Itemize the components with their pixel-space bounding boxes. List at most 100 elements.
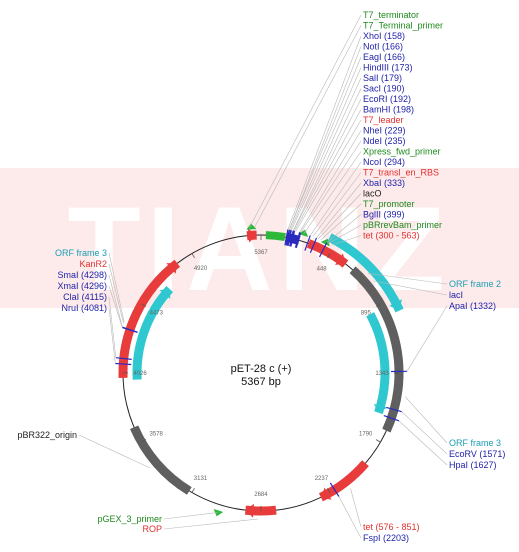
position-tick-1790 <box>375 439 381 443</box>
feature-label-noti-166: NotI (166) <box>363 42 403 52</box>
feature-arrowhead-3 <box>245 503 254 518</box>
feature-arrowhead-8 <box>389 299 402 311</box>
plasmid-size: 5367 bp <box>241 376 281 388</box>
feature-label-xmai-4296: XmaI (4296) <box>57 281 107 291</box>
feature-label-t7-leader: T7_leader <box>363 115 404 125</box>
feature-label-t7-promoter: T7_promoter <box>363 199 415 209</box>
position-tick-4473 <box>141 303 147 307</box>
feature-label-pgex-3-primer: pGEX_3_primer <box>97 514 162 524</box>
site-cut-mark-179 <box>287 230 292 246</box>
feature-label-nrui-4081: NruI (4081) <box>61 303 107 313</box>
leader-line-labels_right_low-0 <box>404 396 448 444</box>
feature-label-ecori-192: EcoRI (192) <box>363 94 411 104</box>
feature-label-apai-1332: ApaI (1332) <box>449 301 496 311</box>
leader-line-labels_right_top-15 <box>312 172 362 237</box>
position-label-5367: 5367 <box>254 250 268 256</box>
feature-arc-pbr322-origin-2 <box>129 425 192 495</box>
plasmid-name: pET-28 c (+) <box>231 363 292 375</box>
leader-line-labels_right_top-3 <box>288 46 362 230</box>
feature-label-fspi-2203: FspI (2203) <box>363 533 409 543</box>
feature-label-kanr2: KanR2 <box>79 259 107 269</box>
leader-line-labels_right_mid-0 <box>367 273 448 285</box>
leader-line-labels_right_top-7 <box>292 88 362 231</box>
leader-line-labels_left_top-1 <box>108 263 124 324</box>
feature-label-bamhi-198: BamHI (198) <box>363 105 414 115</box>
feature-label-ndei-235: NdeI (235) <box>363 136 406 146</box>
site-cut-mark-333 <box>309 237 318 253</box>
feature-label-smai-4298: SmaI (4298) <box>57 270 107 280</box>
leader-line-labels_bottom_right-1 <box>338 496 362 539</box>
leader-line-labels_right_mid-2 <box>406 305 448 372</box>
leader-line-labels_left_top-2 <box>108 274 123 328</box>
leader-line-labels_right_top-19 <box>326 214 362 243</box>
site-cut-mark-4081 <box>115 362 132 366</box>
leader-line-labels_bottom_right-0 <box>350 488 362 528</box>
position-label-448: 448 <box>317 266 328 272</box>
feature-label-xbai-333: XbaI (333) <box>363 178 405 188</box>
leader-line-labels_left_top-0 <box>108 252 125 323</box>
position-label-2237: 2237 <box>315 476 329 482</box>
site-cut-mark-229 <box>294 232 301 248</box>
feature-label-laci: lacI <box>449 290 463 300</box>
leader-line-labels_right_top-21 <box>331 235 362 246</box>
feature-label-hpai-1627: HpaI (1627) <box>449 460 497 470</box>
feature-label-t7-terminal-primer: T7_Terminal_primer <box>363 21 443 31</box>
leader-line-labels_right_top-18 <box>320 203 362 241</box>
position-tick-3131 <box>191 487 195 493</box>
position-label-3131: 3131 <box>194 476 208 482</box>
feature-label-xpress-fwd-primer: Xpress_fwd_primer <box>363 147 441 157</box>
feature-label-rop: ROP <box>142 524 162 534</box>
feature-label-pbrrevbam-primer: pBRrevBam_primer <box>363 220 442 230</box>
feature-label-saci-190: SacI (190) <box>363 84 405 94</box>
feature-label-orf-frame-3: ORF frame 3 <box>449 438 501 448</box>
position-label-4026: 4026 <box>133 371 147 377</box>
feature-label-tet-300-563: tet (300 - 563) <box>363 231 420 241</box>
leader-line-labels_left_bottom-0 <box>163 512 218 520</box>
site-cut-mark-1571 <box>386 406 402 413</box>
leader-line-labels_right_top-4 <box>288 56 362 230</box>
site-cut-mark-166 <box>285 229 290 246</box>
feature-arrowhead-7 <box>159 289 171 300</box>
position-tick-895 <box>376 303 381 307</box>
leader-line-labels_right_top-5 <box>290 67 362 231</box>
feature-label-nhei-229: NheI (229) <box>363 126 406 136</box>
site-cut-mark-1627 <box>383 415 400 422</box>
feature-arc-t7-terminator-0 <box>265 231 286 242</box>
leader-line-labels_right_top-14 <box>310 161 362 236</box>
leader-line-labels_right_top-10 <box>295 119 362 232</box>
site-cut-mark-2203 <box>329 482 340 497</box>
leader-line-labels_right_top-0 <box>249 14 362 228</box>
primer-mark-xpress-fwd-primer <box>298 229 309 237</box>
site-cut-mark-235 <box>295 232 302 249</box>
position-label-2684: 2684 <box>254 492 268 498</box>
feature-label-eagi-166: EagI (166) <box>363 52 405 62</box>
site-cut-mark-158 <box>284 229 289 246</box>
feature-label-clai-4115: ClaI (4115) <box>63 292 107 302</box>
position-label-895: 895 <box>361 311 372 317</box>
feature-label-laco: lacO <box>363 189 382 199</box>
position-label-4473: 4473 <box>150 310 164 316</box>
leader-line-labels_right_top-17 <box>318 193 362 239</box>
leader-line-labels_left_top-5 <box>108 307 116 364</box>
position-label-1343: 1343 <box>375 371 389 377</box>
site-cut-mark-173 <box>286 229 291 246</box>
leader-line-labels_right_top-13 <box>303 151 362 234</box>
position-tick-448 <box>327 253 331 259</box>
site-cut-mark-294 <box>304 235 311 251</box>
site-cut-mark-198 <box>290 230 296 247</box>
primer-mark-t7-promoter <box>320 238 330 247</box>
position-tick-4920 <box>191 253 195 258</box>
leader-line-labels_right_mid-1 <box>374 280 448 296</box>
site-cut-mark-399 <box>319 242 328 258</box>
position-label-1790: 1790 <box>359 432 373 438</box>
feature-label-orf-frame-3: ORF frame 3 <box>55 248 107 258</box>
feature-label-t7-terminator: T7_terminator <box>363 10 419 20</box>
feature-label-ncoi-294: NcoI (294) <box>363 157 405 167</box>
leader-line-labels_right_top-16 <box>316 182 362 239</box>
feature-label-xhoi-158: XhoI (158) <box>363 31 405 41</box>
leader-line-layer <box>78 14 448 539</box>
leader-line-labels_left_bottom-1 <box>163 518 259 530</box>
site-cut-mark-4115 <box>115 357 132 360</box>
feature-arc-orf-frame-3-9 <box>366 312 390 415</box>
